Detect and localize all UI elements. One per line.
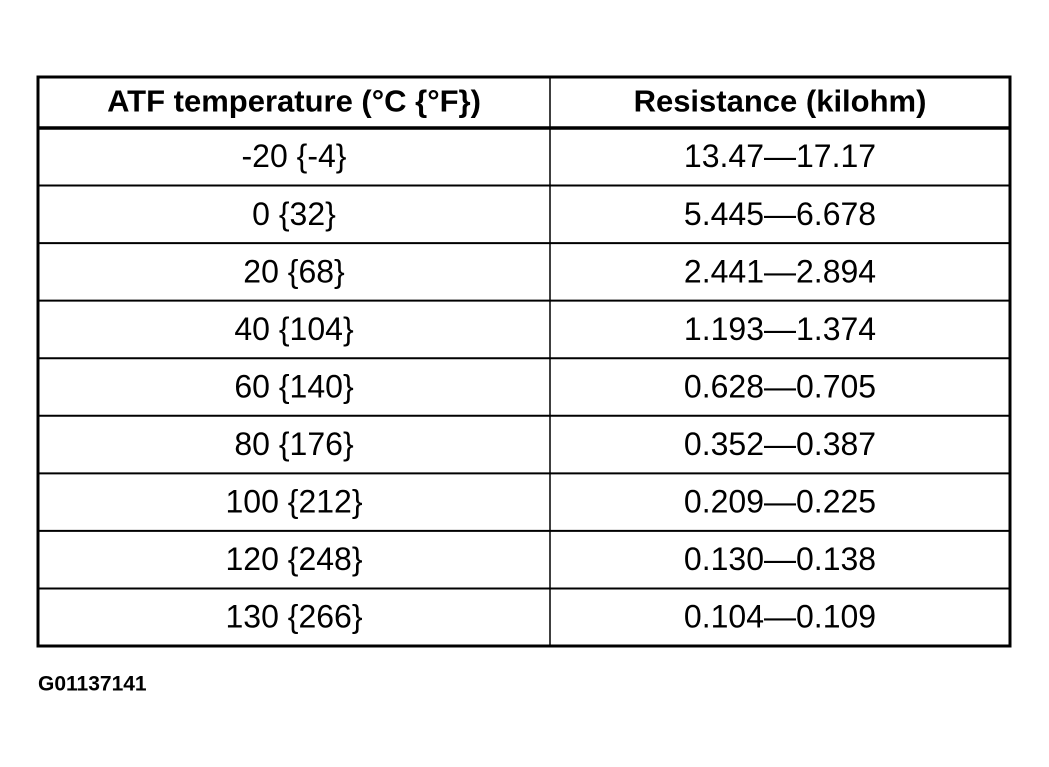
- table-cell: 13.47—17.17: [684, 138, 876, 174]
- table-cell: 0.130—0.138: [684, 541, 876, 577]
- table-cell: 0.628—0.705: [684, 368, 876, 404]
- table-cell: 100 {212}: [225, 484, 362, 520]
- table-cell: 0 {32}: [252, 196, 336, 232]
- table-cell: 130 {266}: [225, 599, 362, 635]
- table-cell: 60 {140}: [234, 368, 354, 404]
- figure-id: G01137141: [38, 673, 147, 696]
- table-cell: 0.209—0.225: [684, 484, 876, 520]
- table-cell: 40 {104}: [234, 311, 354, 347]
- table-cell: -20 {-4}: [242, 138, 347, 174]
- table-cell: 5.445—6.678: [684, 196, 876, 232]
- table-cell: 20 {68}: [243, 253, 345, 289]
- table-cell: 0.104—0.109: [684, 599, 876, 635]
- table-cell: 2.441—2.894: [684, 253, 876, 289]
- header-cell: Resistance (kilohm): [634, 84, 927, 119]
- table-border: [36, 75, 1012, 648]
- table-cell: 1.193—1.374: [684, 311, 876, 347]
- header-cell: ATF temperature (°C {°F}): [107, 84, 481, 119]
- table-cell: 80 {176}: [234, 426, 354, 462]
- table-cell: 120 {248}: [225, 541, 362, 577]
- table-cell: 0.352—0.387: [684, 426, 876, 462]
